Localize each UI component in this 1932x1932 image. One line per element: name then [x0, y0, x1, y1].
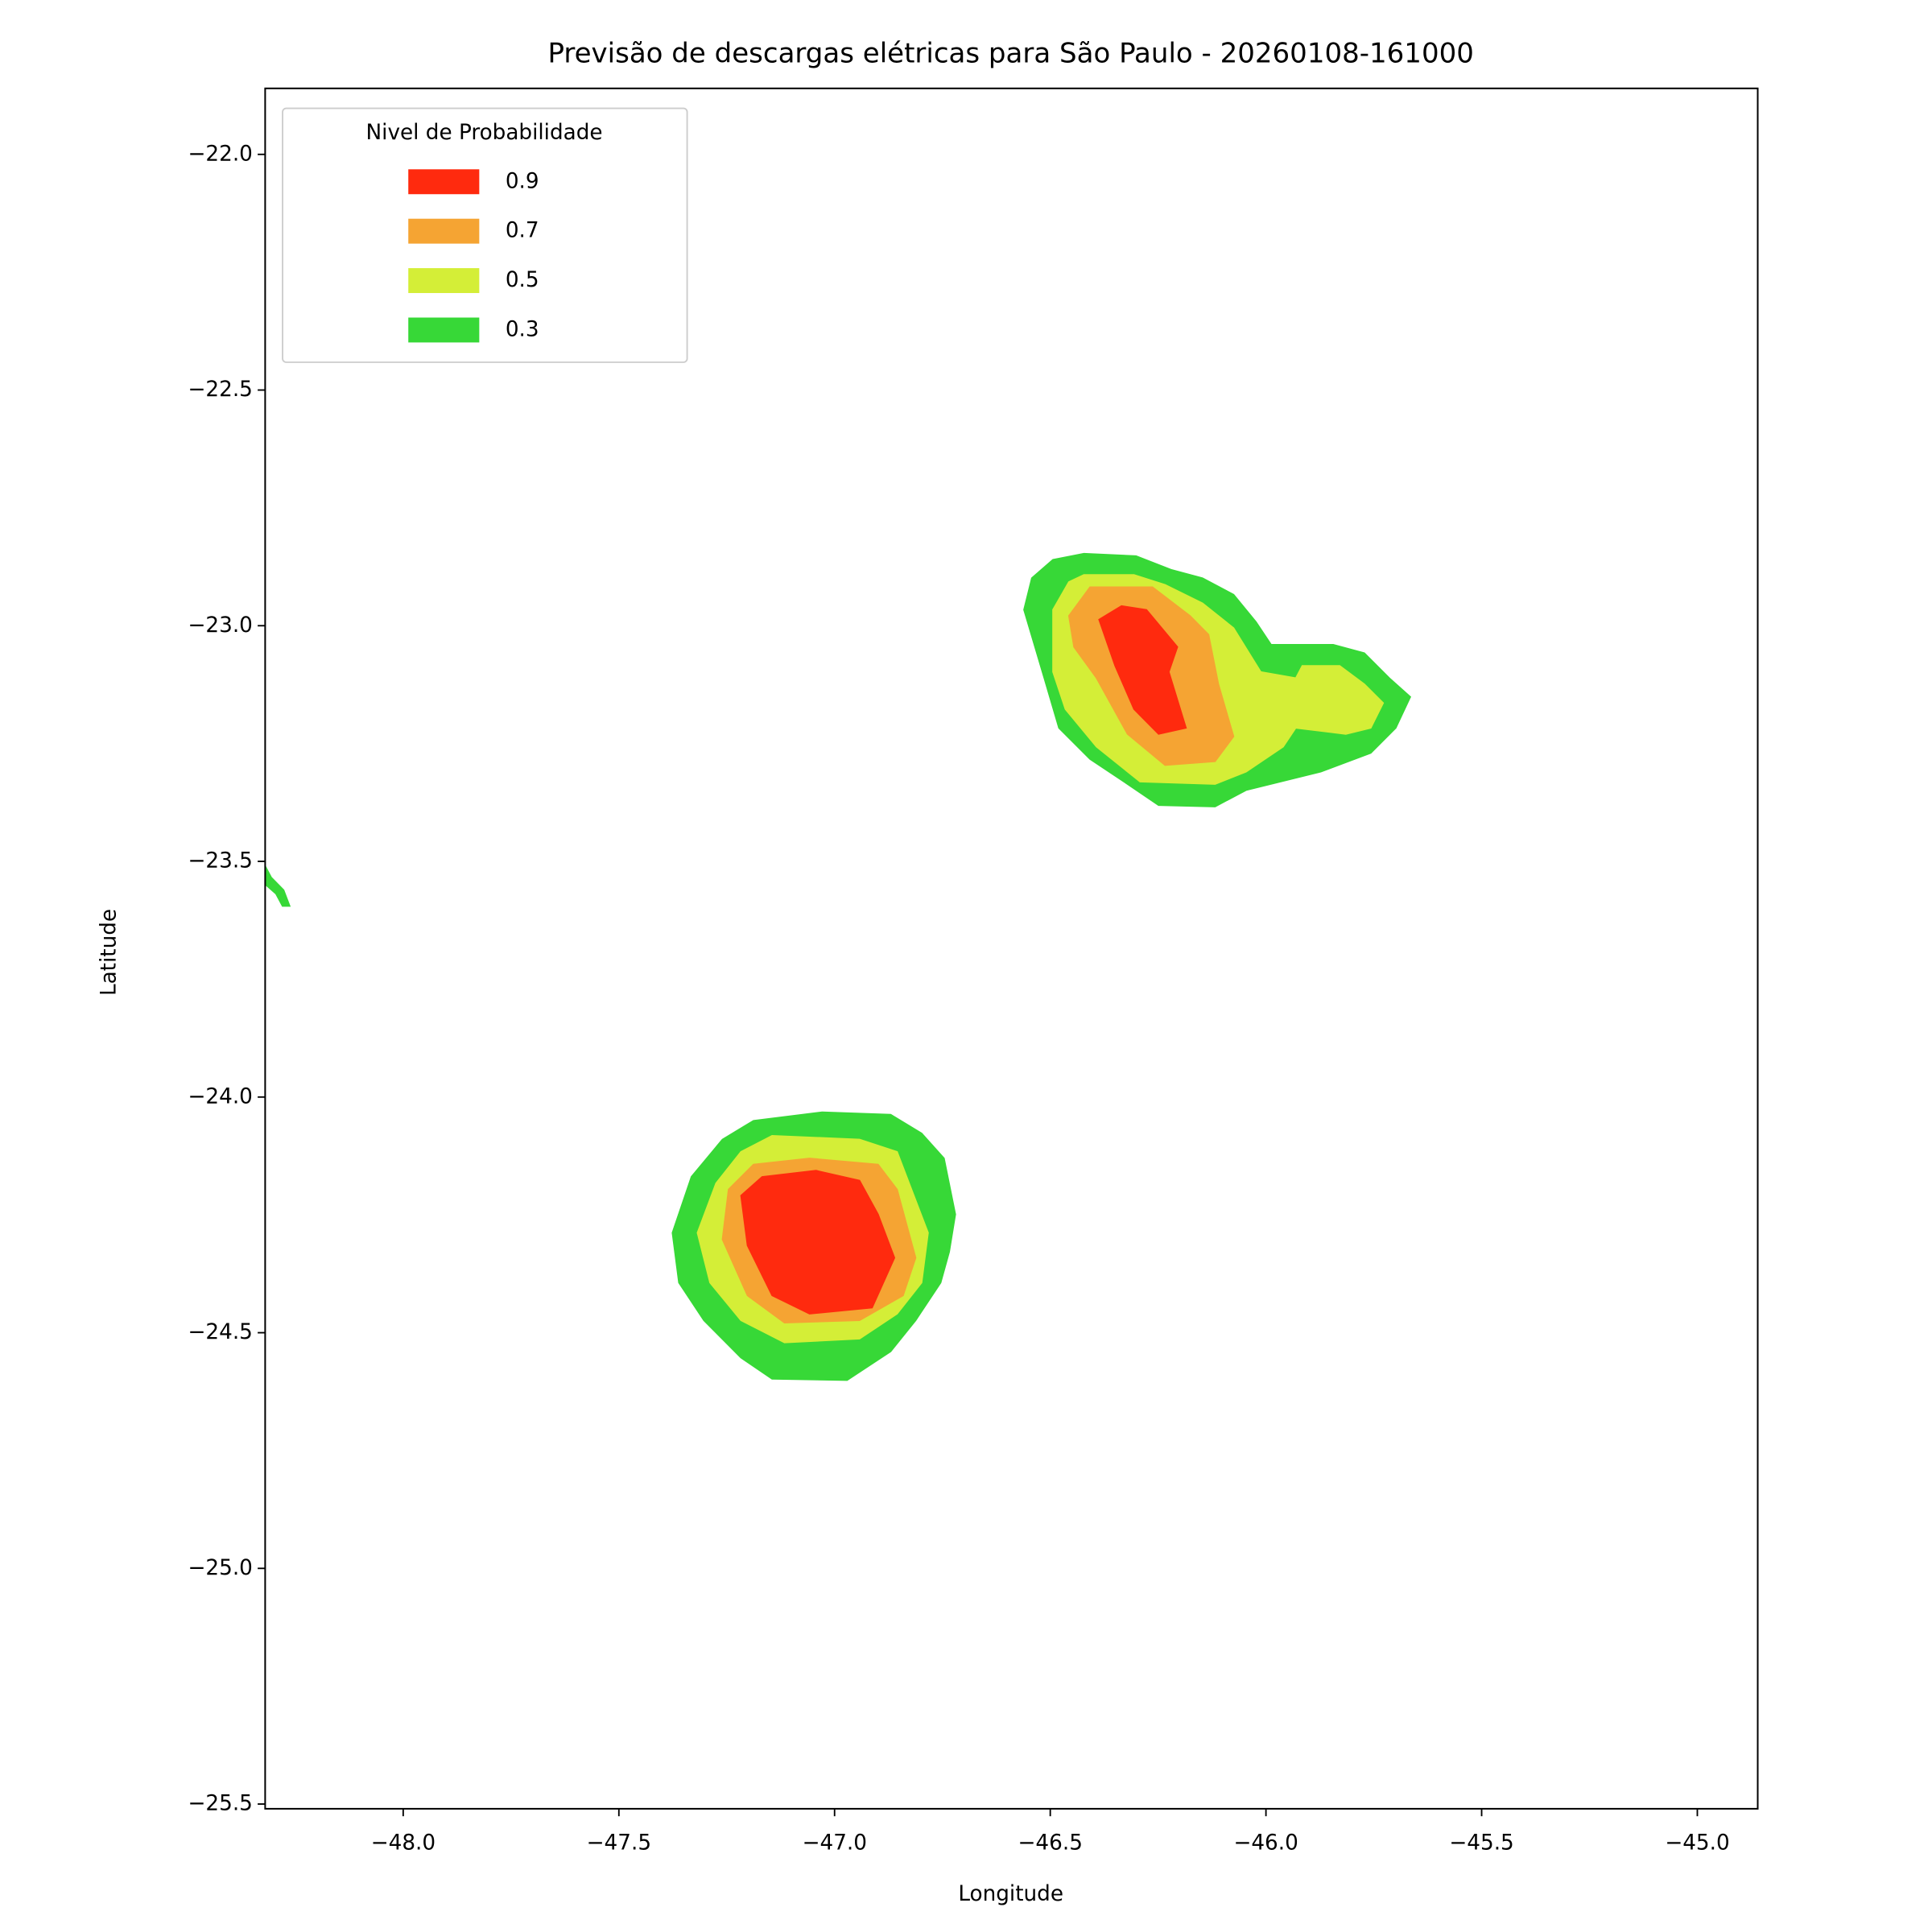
plot-area — [265, 552, 1412, 1381]
contour-region — [1098, 605, 1187, 735]
y-tick-label: −22.0 — [188, 142, 252, 166]
y-tick-label: −24.0 — [188, 1084, 252, 1108]
x-tick-label: −46.5 — [1018, 1831, 1083, 1856]
legend-title: Nivel de Probabilidade — [366, 121, 603, 145]
y-tick-label: −23.0 — [188, 613, 252, 638]
legend-label: 0.5 — [506, 268, 539, 292]
x-tick-label: −46.0 — [1233, 1831, 1298, 1856]
legend: Nivel de Probabilidade 0.9 0.7 0.5 0.3 — [282, 107, 688, 363]
x-tick-label: −47.0 — [802, 1831, 866, 1856]
legend-label: 0.7 — [506, 219, 539, 243]
legend-label: 0.9 — [506, 169, 539, 193]
x-tick-label: −48.0 — [371, 1831, 436, 1856]
chart-title: Previsão de descargas elétricas para São… — [547, 38, 1473, 70]
y-tick-label: −25.0 — [188, 1556, 252, 1580]
legend-swatch — [408, 317, 480, 343]
y-tick-label: −22.5 — [188, 378, 252, 402]
x-tick-label: −45.0 — [1665, 1831, 1730, 1856]
legend-box — [282, 107, 688, 363]
axes-frame — [264, 87, 1759, 1810]
x-axis-label: Longitude — [958, 1882, 1063, 1906]
legend-swatch — [408, 169, 480, 195]
x-tick-label: −45.5 — [1449, 1831, 1514, 1856]
y-tick-label: −25.5 — [188, 1792, 252, 1816]
contour-region — [265, 865, 291, 907]
legend-label: 0.3 — [506, 317, 539, 341]
x-tick-label: −47.5 — [587, 1831, 652, 1856]
legend-swatch — [408, 268, 480, 294]
y-axis-label: Latitude — [97, 909, 122, 996]
y-tick-label: −23.5 — [188, 849, 252, 873]
y-tick-label: −24.5 — [188, 1320, 252, 1344]
legend-swatch — [408, 218, 480, 244]
contour-region — [740, 1170, 896, 1315]
axes: −48.0 −47.5 −47.0 −46.5 −46.0 −45.5 −45.0 −22.0… — [188, 87, 1759, 1856]
